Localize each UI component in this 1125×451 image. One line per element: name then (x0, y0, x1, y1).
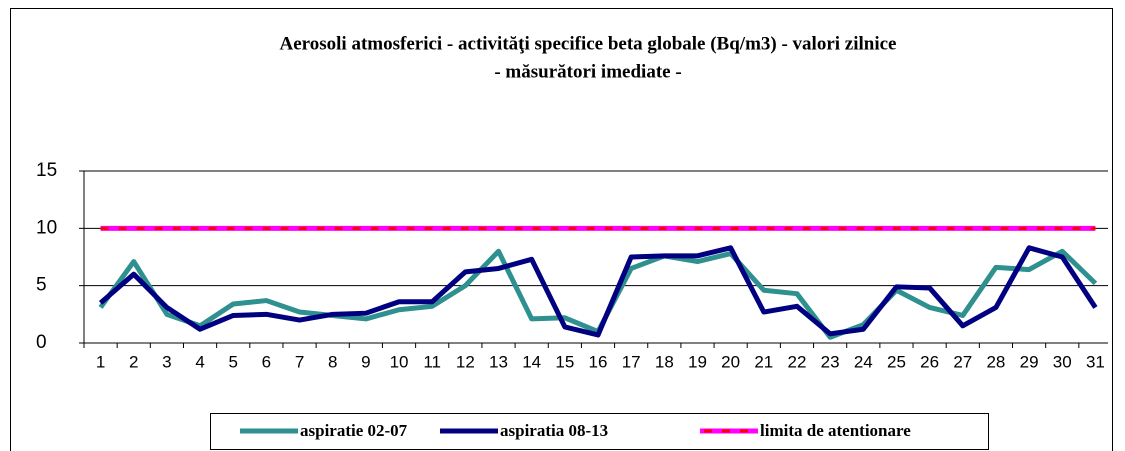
chart-subtitle: - măsurători imediate - (494, 61, 681, 82)
x-tick-label: 5 (228, 352, 237, 371)
x-tick-label: 6 (262, 352, 271, 371)
x-tick-label: 31 (1086, 352, 1105, 371)
x-tick-label: 13 (489, 352, 508, 371)
x-tick-label: 2 (129, 352, 138, 371)
y-tick-label: 5 (36, 275, 47, 296)
legend-label: aspiratia 08-13 (500, 421, 608, 440)
x-tick-label: 29 (1020, 352, 1039, 371)
x-tick-label: 15 (555, 352, 574, 371)
legend (210, 413, 989, 450)
x-tick-label: 12 (456, 352, 475, 371)
x-tick-label: 22 (788, 352, 807, 371)
legend-label: limita de atentionare (760, 421, 911, 440)
y-tick-label: 0 (36, 332, 47, 353)
legend-label: aspiratie 02-07 (300, 421, 408, 440)
x-tick-label: 10 (390, 352, 409, 371)
x-tick-label: 18 (655, 352, 674, 371)
y-tick-label: 15 (36, 160, 57, 181)
x-tick-label: 30 (1053, 352, 1072, 371)
x-tick-label: 7 (295, 352, 304, 371)
x-tick-label: 25 (887, 352, 906, 371)
x-tick-label: 1 (96, 352, 105, 371)
y-tick-label: 10 (36, 217, 57, 238)
x-tick-label: 28 (986, 352, 1005, 371)
x-tick-label: 3 (162, 352, 171, 371)
x-tick-label: 21 (754, 352, 773, 371)
x-tick-label: 24 (854, 352, 873, 371)
x-tick-label: 23 (821, 352, 840, 371)
x-tick-label: 16 (589, 352, 608, 371)
x-tick-label: 14 (522, 352, 541, 371)
x-tick-label: 27 (953, 352, 972, 371)
series-line (98, 245, 1098, 338)
x-tick-label: 8 (328, 352, 337, 371)
x-tick-label: 17 (622, 352, 641, 371)
x-tick-label: 4 (195, 352, 204, 371)
chart-title: Aerosoli atmosferici - activităţi specif… (280, 33, 897, 54)
x-tick-label: 26 (920, 352, 939, 371)
x-tick-label: 19 (688, 352, 707, 371)
x-tick-label: 9 (361, 352, 370, 371)
x-tick-label: 20 (721, 352, 740, 371)
x-tick-label: 11 (423, 352, 441, 371)
